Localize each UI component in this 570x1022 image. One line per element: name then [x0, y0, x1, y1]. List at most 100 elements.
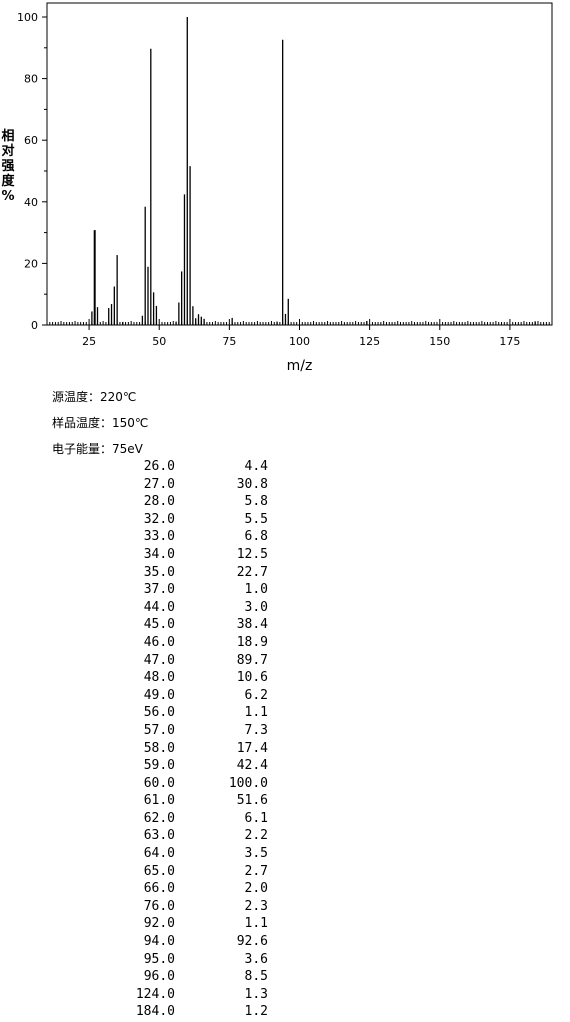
peak-row: 62.0 6.1: [0, 810, 320, 828]
x-tick-label: 75: [222, 335, 236, 348]
peak-mz-value: 92.0: [143, 916, 175, 932]
peak-mz-value: 76.0: [143, 898, 175, 914]
peak-mz-value: 34.0: [143, 546, 175, 562]
peak-mz-value: 26.0: [143, 459, 175, 474]
peak-row: 66.0 2.0: [0, 880, 320, 898]
peak-mz-value: 57.0: [143, 722, 175, 738]
peak-mz-value: 28.0: [143, 494, 175, 510]
peak-intensity-value: 22.7: [236, 564, 268, 580]
peak-row: 28.0 5.8: [0, 493, 320, 511]
y-axis-title-char: 相: [1, 128, 14, 144]
peak-mz-value: 37.0: [143, 582, 175, 598]
peak-mz-value: 56.0: [143, 705, 175, 721]
peak-row: 63.0 2.2: [0, 827, 320, 845]
y-axis-title-char: 对: [1, 143, 14, 159]
peak-mz-value: 95.0: [143, 951, 175, 967]
peak-intensity-value: 17.4: [236, 740, 268, 756]
peak-intensity-value: 89.7: [236, 652, 268, 668]
peak-row: 47.0 89.7: [0, 652, 320, 670]
sample-temperature: 样品温度：150℃: [52, 416, 149, 430]
peak-row: 46.0 18.9: [0, 634, 320, 652]
peak-intensity-value: 1.2: [244, 1004, 268, 1020]
peak-mz-value: 63.0: [143, 828, 175, 844]
peak-mz-value: 66.0: [143, 881, 175, 897]
peak-intensity-value: 2.7: [244, 863, 268, 879]
peak-mz-value: 49.0: [143, 687, 175, 703]
peak-list-table: 26.0 4.4 27.0 30.8 28.0 5.8 32.0 5.5 33.0 6.8 34.0…: [0, 458, 320, 1021]
peak-row: 35.0 22.7: [0, 564, 320, 582]
peak-mz-value: 32.0: [143, 511, 175, 527]
peak-row: 95.0 3.6: [0, 951, 320, 969]
peak-mz-value: 62.0: [143, 810, 175, 826]
peak-row: 96.0 8.5: [0, 968, 320, 986]
peak-intensity-value: 1.0: [244, 582, 268, 598]
peak-mz-value: 94.0: [143, 934, 175, 950]
peak-mz-value: 35.0: [143, 564, 175, 580]
peak-intensity-value: 100.0: [228, 775, 268, 791]
peak-row: 64.0 3.5: [0, 845, 320, 863]
peak-intensity-value: 8.5: [244, 969, 268, 985]
y-tick-label: 80: [24, 73, 38, 86]
x-tick-label: 175: [499, 335, 520, 348]
peak-mz-value: 64.0: [143, 846, 175, 862]
peak-intensity-value: 5.5: [244, 511, 268, 527]
peak-intensity-value: 42.4: [236, 758, 268, 774]
peak-intensity-value: 5.8: [244, 494, 268, 510]
peak-intensity-value: 6.8: [244, 529, 268, 545]
x-tick-label: 125: [359, 335, 380, 348]
chart-canvas: 0 20 40 60 80 100 25 50 75 100 125 150 175 m/z 相对强度%: [0, 0, 570, 380]
mass-spectrum-chart: 0 20 40 60 80 100 25 50 75 100 125 150 175 m/z 相对强度%: [0, 0, 570, 380]
peak-intensity-value: 92.6: [236, 934, 268, 950]
electron-energy: 电子能量：75eV: [52, 442, 143, 456]
peak-mz-value: 59.0: [143, 758, 175, 774]
peak-mz-value: 46.0: [143, 634, 175, 650]
peak-intensity-value: 1.3: [244, 986, 268, 1002]
peak-row: 56.0 1.1: [0, 704, 320, 722]
peak-row: 58.0 17.4: [0, 740, 320, 758]
peak-row: 45.0 38.4: [0, 616, 320, 634]
peak-intensity-value: 18.9: [236, 634, 268, 650]
peak-row: 48.0 10.6: [0, 669, 320, 687]
peak-intensity-value: 12.5: [236, 546, 268, 562]
peak-intensity-value: 10.6: [236, 670, 268, 686]
peak-row: 32.0 5.5: [0, 511, 320, 529]
peak-intensity-value: 2.3: [244, 898, 268, 914]
peak-mz-value: 45.0: [143, 617, 175, 633]
x-tick-label: 25: [82, 335, 96, 348]
peak-intensity-value: 3.5: [244, 846, 268, 862]
peak-mz-value: 47.0: [143, 652, 175, 668]
x-tick-label: 100: [289, 335, 310, 348]
x-tick-label: 150: [429, 335, 450, 348]
peak-mz-value: 96.0: [143, 969, 175, 985]
peak-intensity-value: 3.6: [244, 951, 268, 967]
peak-mz-value: 60.0: [143, 775, 175, 791]
peak-intensity-value: 6.2: [244, 687, 268, 703]
peak-row: 94.0 92.6: [0, 933, 320, 951]
peak-mz-value: 44.0: [143, 599, 175, 615]
peak-intensity-value: 2.2: [244, 828, 268, 844]
peak-mz-value: 184.0: [135, 1004, 175, 1020]
peak-row: 37.0 1.0: [0, 581, 320, 599]
peak-row: 44.0 3.0: [0, 599, 320, 617]
x-axis-title: m/z: [287, 358, 313, 374]
peak-row: 60.0 100.0: [0, 775, 320, 793]
plot-frame: [46, 2, 553, 326]
peak-mz-value: 33.0: [143, 529, 175, 545]
peak-intensity-value: 7.3: [244, 722, 268, 738]
peak-mz-value: 48.0: [143, 670, 175, 686]
peak-row: 61.0 51.6: [0, 792, 320, 810]
peak-mz-value: 65.0: [143, 863, 175, 879]
peak-row: 76.0 2.3: [0, 898, 320, 916]
peak-row: 184.0 1.2: [0, 1003, 320, 1021]
peak-mz-value: 58.0: [143, 740, 175, 756]
peak-row: 65.0 2.7: [0, 863, 320, 881]
x-tick-label: 50: [152, 335, 166, 348]
peak-row: 27.0 30.8: [0, 476, 320, 494]
peak-intensity-value: 6.1: [244, 810, 268, 826]
source-temperature: 源温度：220℃: [52, 390, 137, 404]
peak-row: 92.0 1.1: [0, 915, 320, 933]
peak-intensity-value: 1.1: [244, 916, 268, 932]
peak-row: 57.0 7.3: [0, 722, 320, 740]
peak-row: 59.0 42.4: [0, 757, 320, 775]
